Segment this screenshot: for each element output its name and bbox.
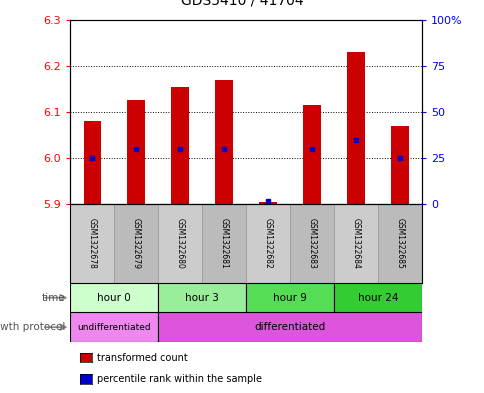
Text: GSM1322681: GSM1322681 [219,218,228,269]
Text: GDS5410 / 41704: GDS5410 / 41704 [181,0,303,8]
Text: growth protocol: growth protocol [0,322,65,332]
Text: GSM1322680: GSM1322680 [175,218,184,269]
Text: hour 24: hour 24 [357,293,397,303]
Bar [302,105,320,204]
Bar [171,86,189,204]
Bar [158,312,421,342]
Text: differentiated: differentiated [254,322,325,332]
Bar [158,204,202,283]
Text: GSM1322683: GSM1322683 [307,218,316,269]
Bar [333,283,421,312]
Bar [333,204,377,283]
Text: hour 9: hour 9 [272,293,306,303]
Text: percentile rank within the sample: percentile rank within the sample [97,374,261,384]
Text: transformed count: transformed count [97,353,187,363]
Bar [158,283,245,312]
Bar [245,204,289,283]
Bar [391,126,408,204]
Bar [70,312,158,342]
Bar [377,204,421,283]
Bar [70,204,114,283]
Bar [83,121,101,204]
Bar [259,202,276,204]
Text: hour 3: hour 3 [185,293,219,303]
Bar [245,283,333,312]
Bar [347,52,364,204]
Text: time: time [42,293,65,303]
Text: GSM1322678: GSM1322678 [88,218,97,269]
Text: GSM1322685: GSM1322685 [394,218,404,269]
Bar [114,204,158,283]
Bar [127,101,145,204]
Text: GSM1322682: GSM1322682 [263,218,272,269]
Text: undifferentiated: undifferentiated [77,323,151,332]
Text: GSM1322684: GSM1322684 [351,218,360,269]
Bar [202,204,245,283]
Bar [70,283,158,312]
Text: GSM1322679: GSM1322679 [132,218,140,269]
Bar [289,204,333,283]
Bar [215,80,232,204]
Text: hour 0: hour 0 [97,293,131,303]
